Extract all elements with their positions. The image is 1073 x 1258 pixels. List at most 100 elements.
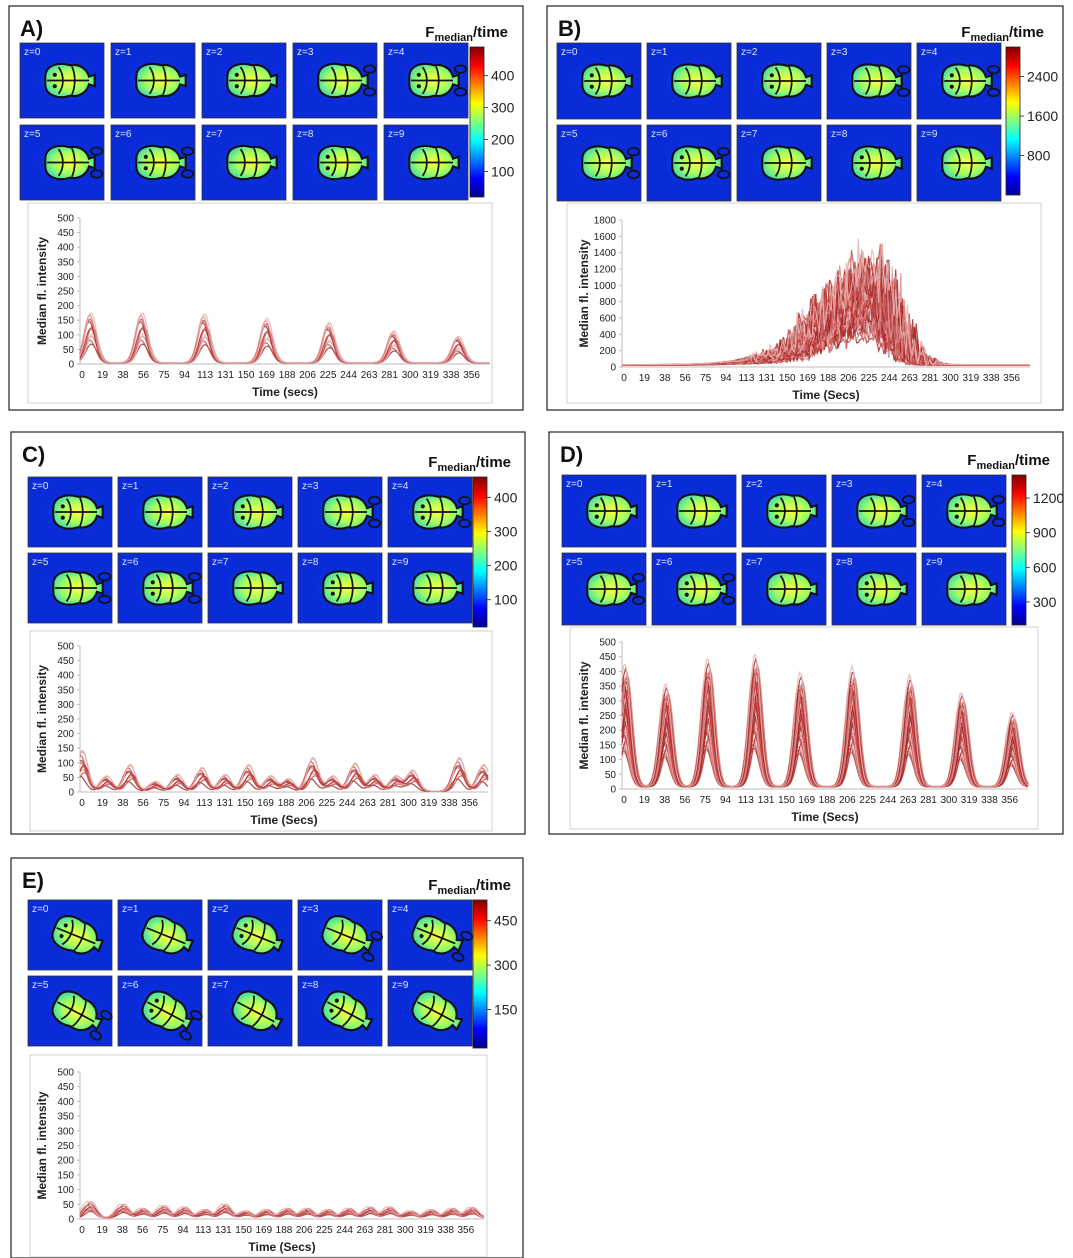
panel-c: C) Fmedian/time z=0 z=1 z=2 z=3 z=4 z=5 z=6 z=7 z=… <box>10 431 526 835</box>
colorbar-tick-label: 200 <box>494 558 518 574</box>
brain-regions <box>320 147 363 178</box>
x-tick-label: 150 <box>779 373 796 384</box>
brain-outline <box>315 567 374 609</box>
z-label: z=3 <box>831 47 848 58</box>
colorbar-title-main: F <box>428 454 437 471</box>
brain-outline <box>669 490 728 532</box>
colorbar-title-main: F <box>961 24 970 41</box>
z-slice-tile: z=1 <box>646 42 732 120</box>
x-tick-label: 113 <box>196 798 212 809</box>
brain-outline <box>135 567 202 609</box>
eye-mark <box>589 84 594 89</box>
eye-mark <box>774 514 779 519</box>
x-tick-label: 188 <box>820 373 837 384</box>
z-slice-tile: z=7 <box>207 552 293 624</box>
y-tick-label: 0 <box>68 1215 74 1226</box>
trace-line <box>79 1201 485 1218</box>
z-slice-tile: z=8 <box>292 124 378 201</box>
brain-regions <box>674 66 717 96</box>
z-slice-tile: z=8 <box>826 124 912 202</box>
x-tick-label: 56 <box>680 373 692 384</box>
y-tick-label: 50 <box>63 345 75 356</box>
colorbar-title-suffix: /time <box>476 454 511 471</box>
y-tick-label: 1400 <box>594 248 617 259</box>
side-lobe <box>902 494 916 505</box>
x-axis-label: Time (Secs) <box>250 813 317 827</box>
z-slice-tile: z=1 <box>110 42 196 119</box>
eye-mark <box>419 933 424 939</box>
x-tick-label: 188 <box>279 370 296 381</box>
x-tick-label: 38 <box>117 1225 129 1236</box>
brain-outline <box>407 988 464 1034</box>
z-slice-tile: z=9 <box>383 124 469 201</box>
x-tick-label: 19 <box>639 373 651 384</box>
y-tick-label: 50 <box>605 770 617 781</box>
x-tick-label: 319 <box>422 370 439 381</box>
x-tick-label: 300 <box>397 1225 414 1236</box>
colorbar-tick-label: 300 <box>494 957 518 973</box>
y-tick-label: 100 <box>57 758 74 769</box>
colorbar-tick-label: 1200 <box>1033 490 1064 506</box>
y-tick-label: 250 <box>57 1141 74 1152</box>
eye-mark <box>325 166 330 171</box>
brain-regions <box>769 574 812 604</box>
eye-mark <box>240 515 245 520</box>
y-tick-label: 350 <box>599 682 616 693</box>
x-tick-label: 244 <box>880 795 897 806</box>
z-slice-tile: z=3 <box>292 42 378 119</box>
eye-mark <box>594 503 599 508</box>
side-lobe <box>717 169 731 180</box>
z-label: z=9 <box>392 980 409 991</box>
z-label: z=2 <box>206 47 223 58</box>
y-tick-label: 200 <box>57 301 74 312</box>
brain-outline <box>45 491 104 533</box>
colorbar <box>1005 46 1021 196</box>
y-tick-label: 450 <box>599 652 616 663</box>
brain-outline <box>939 568 998 610</box>
brain-regions <box>146 919 186 951</box>
side-lobe <box>987 64 1001 75</box>
traces <box>79 1201 485 1219</box>
panel-a: A) Fmedian/time z=0 z=1 z=2 z=3 z=4 z=5 z=6 z=7 z=… <box>8 5 524 411</box>
colorbar <box>472 476 488 628</box>
trace-line <box>79 312 490 364</box>
x-tick-label: 188 <box>278 798 295 809</box>
panel-label: D) <box>560 442 583 467</box>
z-slice-tile: z=0 <box>561 474 647 548</box>
colorbar-title: Fmedian/time <box>425 24 508 44</box>
colorbar-title-sub: median <box>976 460 1015 472</box>
trace-line <box>622 238 1030 366</box>
colorbar <box>1011 474 1027 626</box>
y-tick-label: 400 <box>599 330 616 341</box>
z-label: z=4 <box>388 47 405 58</box>
trace-line <box>79 1201 485 1218</box>
brain-regions <box>55 497 97 527</box>
z-slice-tile: z=0 <box>27 899 113 971</box>
brain-regions <box>769 496 812 526</box>
x-tick-label: 75 <box>157 1225 169 1236</box>
brain-regions <box>326 919 366 951</box>
x-tick-label: 281 <box>380 798 397 809</box>
brain-regions <box>415 573 458 603</box>
z-label: z=6 <box>651 129 668 140</box>
brain-regions <box>327 995 365 1027</box>
x-tick-label: 244 <box>336 1225 353 1236</box>
y-tick-label: 0 <box>68 788 74 799</box>
x-axis-label: Time (Secs) <box>248 1240 315 1254</box>
colorbar-title-main: F <box>967 452 976 469</box>
x-tick-label: 113 <box>738 373 754 384</box>
brain-regions <box>944 66 987 96</box>
y-tick-label: 450 <box>57 228 74 239</box>
side-lobe <box>90 146 104 156</box>
z-slice-tile: z=5 <box>27 975 113 1047</box>
brain-regions <box>147 995 185 1027</box>
brain-regions <box>411 147 454 178</box>
brain-outline <box>406 912 473 962</box>
z-label: z=0 <box>24 47 41 58</box>
eye-mark <box>864 581 869 586</box>
x-tick-label: 150 <box>238 370 255 381</box>
x-tick-label: 263 <box>361 370 378 381</box>
eye-mark <box>416 72 421 77</box>
x-tick-label: 38 <box>659 795 671 806</box>
brain-outline <box>844 142 903 184</box>
